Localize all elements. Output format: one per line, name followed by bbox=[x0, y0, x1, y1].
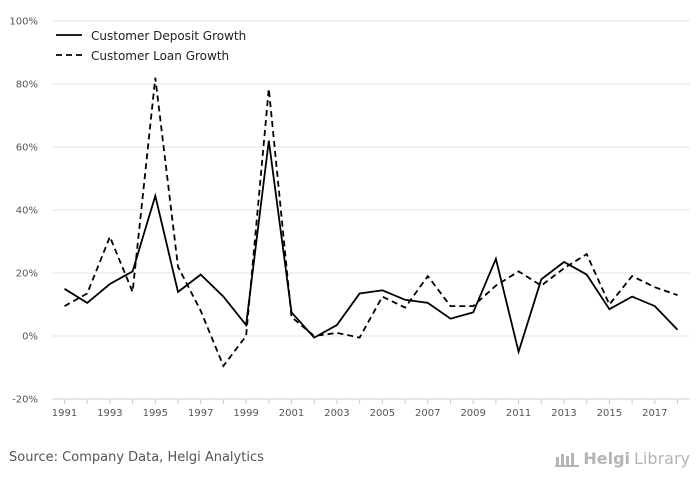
y-tick-label: -20% bbox=[12, 395, 38, 406]
x-axis: 1991 1993 1995 1997 1999 2001 2003 2005 2007 2009… bbox=[52, 398, 690, 419]
y-axis: -20% 0% 20% 40% 60% 80% 100% bbox=[9, 17, 38, 406]
series-group bbox=[64, 77, 679, 368]
x-tick-label: 2017 bbox=[642, 408, 667, 419]
legend: Customer Deposit Growth Customer Loan Gr… bbox=[56, 29, 246, 63]
y-tick-label: 100% bbox=[9, 17, 38, 28]
logo-text-strong: Helgi bbox=[583, 449, 631, 468]
x-tick-label: 2007 bbox=[415, 408, 440, 419]
x-tick-label: 2009 bbox=[460, 408, 485, 419]
x-tick-label: 1991 bbox=[52, 408, 77, 419]
x-tick-label: 2001 bbox=[279, 408, 304, 419]
y-tick-label: 40% bbox=[16, 206, 38, 217]
grid bbox=[52, 20, 690, 400]
x-tick-label: 2003 bbox=[324, 408, 349, 419]
y-tick-label: 60% bbox=[16, 143, 38, 154]
helgi-library-logo[interactable]: Helgi Library bbox=[555, 449, 690, 468]
y-tick-label: 80% bbox=[16, 80, 38, 91]
library-icon bbox=[555, 452, 580, 467]
source-note: Source: Company Data, Helgi Analytics bbox=[9, 450, 264, 465]
legend-label-deposit: Customer Deposit Growth bbox=[91, 29, 246, 43]
line-chart: -20%0%20%40%60%80%100% 1991 1993 1995 1997 1… bbox=[9, 17, 690, 419]
x-tick-label: 1993 bbox=[97, 408, 122, 419]
x-tick-label: 1995 bbox=[143, 408, 168, 419]
series-line-loan bbox=[64, 77, 678, 368]
x-tick-label: 2005 bbox=[370, 408, 395, 419]
legend-label-loan: Customer Loan Growth bbox=[91, 49, 229, 63]
x-tick-label: 1997 bbox=[188, 408, 213, 419]
x-tick-label: 2013 bbox=[551, 408, 576, 419]
logo-text-light: Library bbox=[634, 449, 690, 468]
y-tick-label: 20% bbox=[16, 269, 38, 280]
y-tick-label: 0% bbox=[22, 332, 38, 343]
series-line-deposit bbox=[64, 140, 679, 356]
x-tick-label: 1999 bbox=[233, 408, 258, 419]
x-tick-label: 2015 bbox=[597, 408, 622, 419]
x-tick-label: 2011 bbox=[506, 408, 531, 419]
